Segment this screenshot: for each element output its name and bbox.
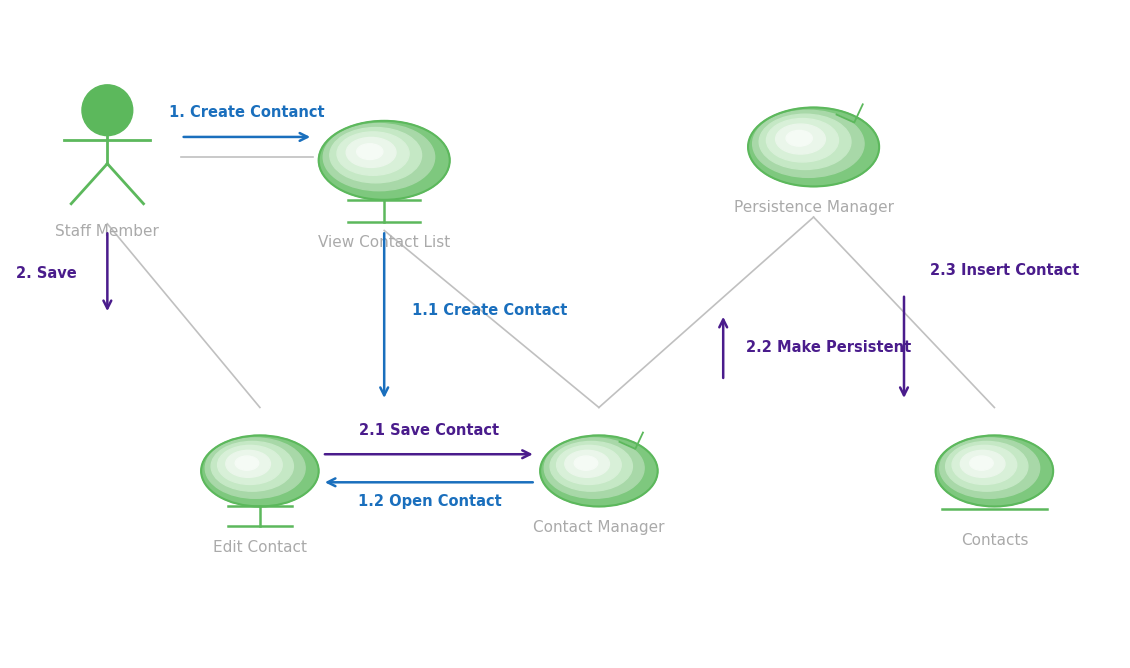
Text: 2. Save: 2. Save [16, 267, 77, 281]
Ellipse shape [565, 450, 609, 478]
Ellipse shape [775, 124, 825, 154]
Text: Edit Contact: Edit Contact [212, 540, 307, 554]
Ellipse shape [748, 108, 879, 186]
Text: 2.3 Insert Contact: 2.3 Insert Contact [930, 263, 1079, 278]
Text: 1.1 Create Contact: 1.1 Create Contact [412, 303, 568, 318]
Text: Contact Manager: Contact Manager [533, 520, 664, 535]
Ellipse shape [946, 442, 1028, 491]
Ellipse shape [357, 144, 383, 160]
Ellipse shape [786, 130, 812, 146]
Ellipse shape [346, 138, 395, 168]
Ellipse shape [550, 442, 633, 491]
Text: 2.2 Make Persistent: 2.2 Make Persistent [746, 340, 911, 355]
Ellipse shape [226, 450, 270, 478]
Ellipse shape [970, 456, 993, 470]
Text: View Contact List: View Contact List [318, 236, 451, 250]
Text: Contacts: Contacts [960, 533, 1028, 548]
Ellipse shape [753, 110, 864, 178]
Ellipse shape [545, 438, 644, 498]
Ellipse shape [330, 128, 421, 183]
Ellipse shape [953, 446, 1017, 484]
Ellipse shape [201, 436, 319, 506]
Ellipse shape [323, 124, 435, 191]
Ellipse shape [557, 446, 622, 484]
Text: 2.1 Save Contact: 2.1 Save Contact [359, 423, 499, 438]
Ellipse shape [960, 450, 1005, 478]
Ellipse shape [206, 438, 305, 498]
Ellipse shape [211, 442, 294, 491]
Ellipse shape [319, 121, 450, 200]
Ellipse shape [940, 438, 1040, 498]
Ellipse shape [235, 456, 259, 470]
Ellipse shape [759, 114, 851, 170]
Ellipse shape [540, 436, 658, 506]
Text: Staff Member: Staff Member [55, 224, 159, 238]
Ellipse shape [337, 132, 409, 175]
Ellipse shape [218, 446, 282, 484]
Ellipse shape [82, 85, 132, 136]
Ellipse shape [936, 436, 1053, 506]
Ellipse shape [574, 456, 598, 470]
Ellipse shape [766, 118, 838, 162]
Text: 1.2 Open Contact: 1.2 Open Contact [357, 494, 502, 509]
Text: 1. Create Contanct: 1. Create Contanct [168, 106, 324, 120]
Text: Persistence Manager: Persistence Manager [733, 200, 894, 215]
